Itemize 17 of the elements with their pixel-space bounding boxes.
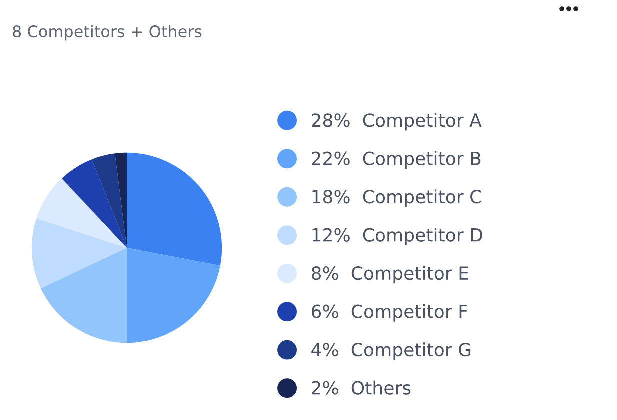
pie-slice xyxy=(127,248,220,344)
chart-title: 8 Competitors + Others xyxy=(13,25,202,41)
legend-label: 22% Competitor B xyxy=(312,151,481,169)
legend-label: 2% Others xyxy=(312,380,411,395)
legend-label: 4% Competitor G xyxy=(312,342,471,360)
pie-slice xyxy=(92,154,127,248)
pie-slice xyxy=(32,218,127,288)
legend-label: 18% Competitor C xyxy=(312,190,482,208)
pie-slice xyxy=(36,178,127,248)
legend-label: 28% Competitor A xyxy=(312,113,482,131)
legend-label: 8% Competitor E xyxy=(312,266,468,284)
pie-slice xyxy=(127,152,222,266)
legend-label: 6% Competitor F xyxy=(312,304,468,322)
legend-label: 12% Competitor D xyxy=(312,228,482,246)
pie-slice xyxy=(115,152,127,248)
pie-slice xyxy=(62,160,127,248)
pie-slice xyxy=(40,248,127,344)
